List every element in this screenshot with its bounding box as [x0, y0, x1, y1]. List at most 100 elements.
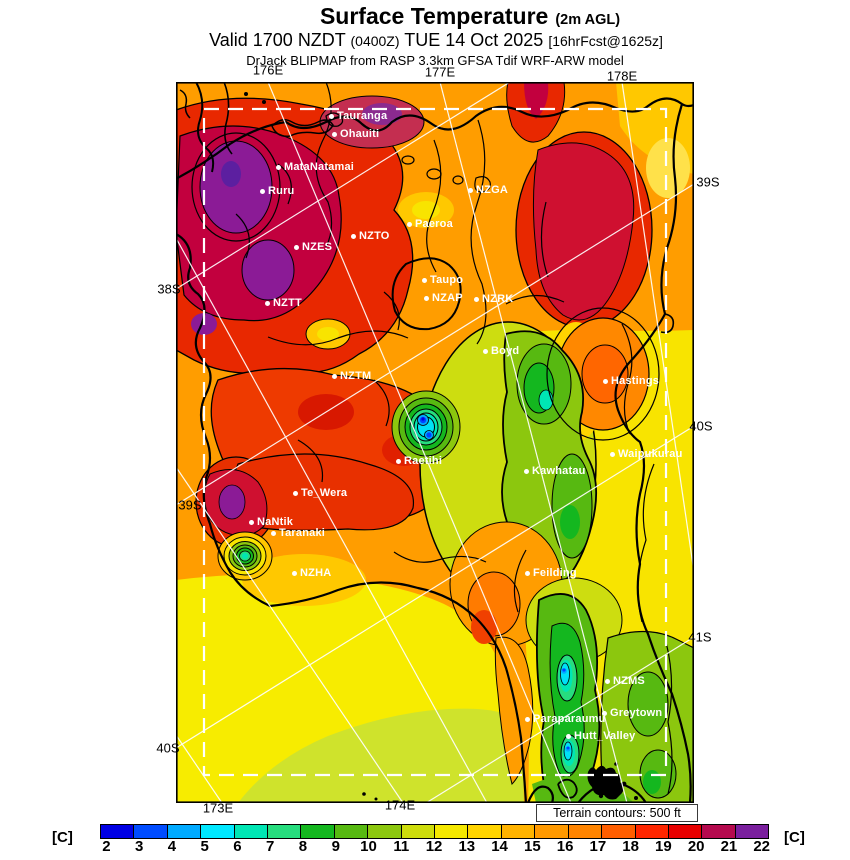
station-label: NZTO — [359, 230, 390, 242]
valid-time-line: Valid 1700 NZDT (0400Z) TUE 14 Oct 2025 … — [209, 30, 663, 51]
station-dot-icon — [467, 187, 473, 193]
colorbar-segment — [167, 825, 202, 838]
station-dot-icon — [524, 570, 530, 576]
colorbar-segment — [368, 825, 402, 838]
station-dot-icon — [331, 131, 337, 137]
station-label: Hutt_Valley — [574, 730, 636, 742]
map-container: Tauranga Ohauiti MataNatamai Ruru — [176, 82, 694, 803]
station-dot-icon — [602, 378, 608, 384]
page-title: Surface Temperature (2m AGL) — [320, 3, 620, 30]
colorbar-tick: 18 — [622, 838, 639, 855]
colorbar-tick: 4 — [167, 838, 177, 855]
colorbar-tick: 3 — [134, 838, 144, 855]
colorbar-tick: 13 — [458, 838, 476, 855]
colorbar-segment — [401, 825, 436, 838]
colorbar-tick: 10 — [360, 838, 377, 855]
axis-label: 178E — [606, 68, 638, 84]
colorbar-tick: 8 — [298, 838, 308, 855]
colorbar-segment — [101, 825, 135, 838]
station-label: NZHA — [300, 567, 332, 579]
valid-date: TUE 14 Oct 2025 — [404, 30, 544, 50]
station-label: Ohauiti — [340, 128, 380, 140]
station-dot-icon — [331, 373, 337, 379]
station-dot-icon — [293, 244, 299, 250]
colorbar-segment — [134, 825, 168, 838]
station-label: NZMS — [613, 675, 645, 687]
station-dot-icon — [473, 296, 479, 302]
station-dot-icon — [482, 348, 488, 354]
axis-label: 38S — [157, 281, 181, 297]
colorbar-segment — [268, 825, 302, 838]
station-dot-icon — [264, 300, 270, 306]
station-label: Paraparaumu — [533, 713, 606, 725]
station-dot-icon — [421, 277, 427, 283]
axis-label: 39S — [178, 497, 202, 513]
colorbar-segment — [501, 825, 536, 838]
station-dot-icon — [275, 164, 281, 170]
station-label: Waipukurau — [618, 448, 683, 460]
colorbar-segment — [702, 825, 736, 838]
station-dot-icon — [259, 188, 265, 194]
colorbar-segment — [201, 825, 235, 838]
colorbar-segment — [735, 825, 769, 838]
station-label: Te_Wera — [301, 487, 348, 499]
colorbar-segment — [435, 825, 469, 838]
colorbar-tick: 6 — [233, 838, 242, 855]
colorbar-unit-right: [C] — [784, 829, 805, 846]
temperature-colorbar — [100, 824, 769, 839]
colorbar-tick: 19 — [655, 838, 672, 855]
colorbar-tick: 14 — [491, 838, 508, 855]
station-dot-icon — [601, 710, 607, 716]
colorbar-tick: 15 — [523, 838, 541, 855]
colorbar-segment — [234, 825, 269, 838]
station-label: NZRK — [482, 293, 514, 305]
colorbar-tick: 22 — [753, 838, 771, 855]
colorbar-segment — [668, 825, 703, 838]
station-dot-icon — [524, 716, 530, 722]
station-label: Raetihi — [404, 455, 443, 467]
colorbar-segment — [602, 825, 636, 838]
valid-prefix: Valid 1700 NZDT — [209, 30, 346, 50]
axis-label: 176E — [252, 62, 284, 78]
station-dot-icon — [292, 490, 298, 496]
title-unit: (2m AGL) — [555, 12, 621, 28]
title-text: Surface Temperature — [319, 3, 549, 29]
valid-zulu: (0400Z) — [350, 33, 400, 49]
station-label: Paeroa — [415, 218, 453, 230]
station-label: Hastings — [611, 375, 660, 387]
station-label: Boyd — [491, 345, 520, 357]
station-dot-icon — [291, 570, 297, 576]
colorbar-tick: 12 — [425, 838, 443, 855]
station-label: NZTM — [340, 370, 372, 382]
colorbar-segment — [635, 825, 669, 838]
station-label: Feilding — [533, 567, 577, 579]
station-dot-icon — [248, 519, 254, 525]
axis-label: 40S — [156, 740, 180, 756]
station-label: Tauranga — [337, 110, 388, 122]
colorbar-unit-left: [C] — [52, 829, 73, 846]
axis-label: 174E — [384, 797, 416, 813]
model-line: DrJack BLIPMAP from RASP 3.3km GFSA Tdif… — [246, 53, 624, 68]
colorbar-segment — [468, 825, 502, 838]
colorbar-segment — [568, 825, 603, 838]
axis-label: 173E — [202, 800, 234, 816]
colorbar-tick: 17 — [589, 838, 607, 855]
colorbar-tick: 5 — [200, 838, 209, 855]
station-dot-icon — [395, 458, 401, 464]
station-label: NZTT — [273, 297, 302, 309]
terrain-contours-note: Terrain contours: 500 ft — [536, 804, 698, 822]
axis-label: 41S — [688, 629, 712, 645]
colorbar-segment — [535, 825, 569, 838]
station-label: Taupo — [430, 274, 464, 286]
valid-fcst: [16hrFcst@1625z] — [548, 33, 663, 49]
colorbar-tick: 16 — [556, 838, 574, 855]
station-dot-icon — [270, 530, 276, 536]
axis-label: 40S — [689, 418, 713, 434]
station-dot-icon — [350, 233, 356, 239]
station-label: Taranaki — [279, 527, 326, 539]
station-label: NZES — [302, 241, 333, 253]
station-label: Greytown — [610, 707, 663, 719]
colorbar-tick: 7 — [266, 838, 275, 855]
colorbar-tick-labels: 2 3 4 5 6 7 8 9 10 11 12 13 14 15 16 — [90, 838, 778, 855]
